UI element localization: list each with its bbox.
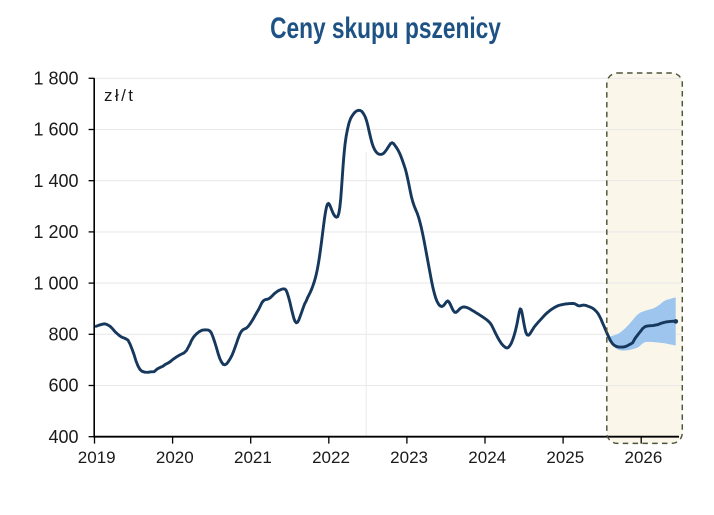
svg-text:800: 800: [48, 325, 78, 345]
svg-text:1 200: 1 200: [33, 222, 78, 242]
svg-text:1 800: 1 800: [33, 69, 78, 89]
svg-text:2025: 2025: [546, 448, 584, 467]
svg-text:2022: 2022: [312, 448, 350, 467]
svg-text:2026: 2026: [624, 448, 662, 467]
svg-text:2020: 2020: [156, 448, 194, 467]
svg-text:400: 400: [48, 427, 78, 447]
svg-text:1 000: 1 000: [33, 273, 78, 293]
svg-text:1 400: 1 400: [33, 171, 78, 191]
svg-text:Ceny skupu pszenicy: Ceny skupu pszenicy: [270, 11, 501, 45]
svg-text:2019: 2019: [78, 448, 116, 467]
svg-text:600: 600: [48, 376, 78, 396]
svg-text:zł/t: zł/t: [104, 86, 135, 105]
svg-text:2021: 2021: [234, 448, 272, 467]
svg-text:1 600: 1 600: [33, 120, 78, 140]
svg-text:2024: 2024: [468, 448, 506, 467]
svg-text:2023: 2023: [390, 448, 428, 467]
